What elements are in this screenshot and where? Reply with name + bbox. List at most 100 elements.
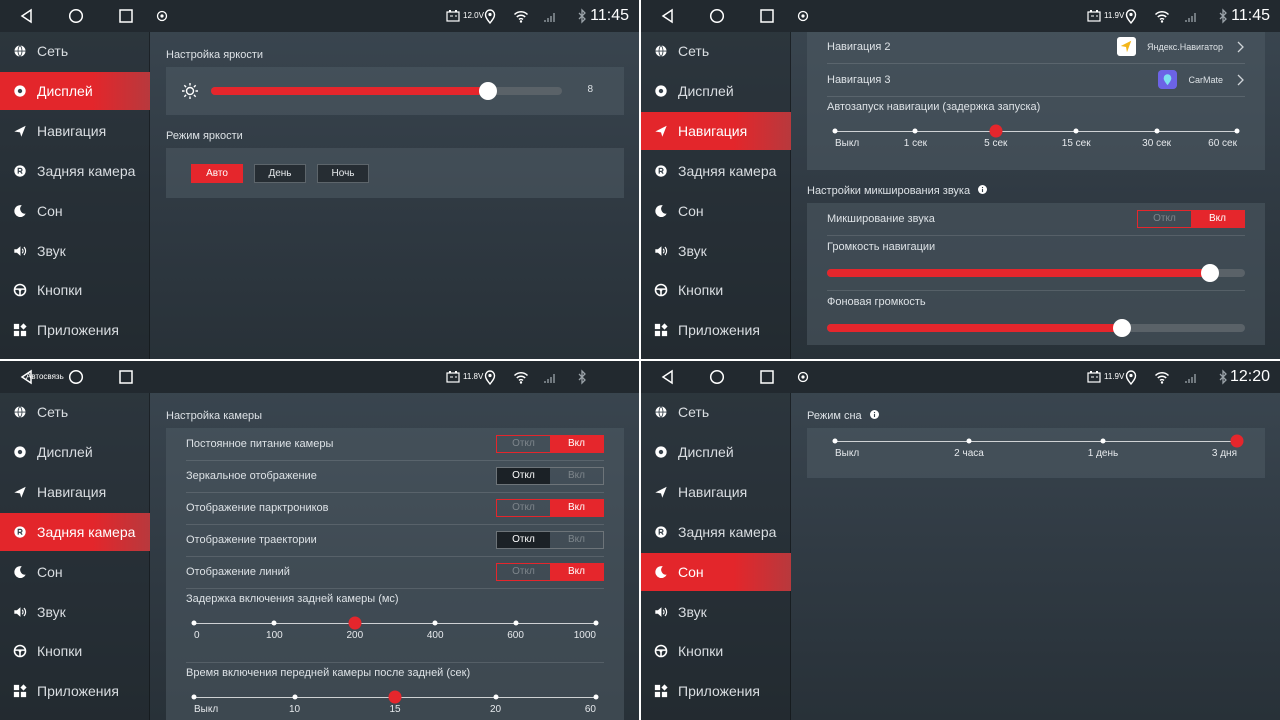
stepper-option[interactable]: 1000 (573, 630, 596, 641)
toggle-option[interactable]: Вкл (1191, 211, 1244, 227)
stepper-option[interactable]: 200 (346, 630, 364, 641)
menu-item[interactable]: Звук (0, 232, 150, 270)
stepper-option[interactable]: 60 (584, 704, 596, 715)
menu-item[interactable]: Сеть (641, 32, 791, 70)
stepper-option[interactable]: 2 часа (954, 448, 984, 459)
menu-item[interactable]: Звук (641, 232, 791, 270)
toggle-option[interactable]: Вкл (550, 500, 603, 516)
stepper-dot[interactable] (989, 124, 1003, 138)
toggle-option[interactable]: Откл (512, 566, 535, 577)
stepper-dot[interactable] (1234, 128, 1240, 134)
menu-item[interactable]: Кнопки (641, 632, 791, 670)
toggle-option[interactable]: Вкл (550, 436, 603, 452)
stepper-option[interactable]: 5 сек (984, 138, 1008, 149)
home-button[interactable] (68, 8, 84, 24)
stepper-dot[interactable] (388, 690, 402, 704)
stepper-dot[interactable] (1100, 438, 1106, 444)
menu-item[interactable]: Задняя камера (641, 152, 791, 190)
menu-item[interactable]: Звук (0, 593, 150, 631)
stepper-dot[interactable] (271, 620, 277, 626)
menu-item[interactable]: Навигация (641, 473, 791, 511)
menu-item[interactable]: Приложения (641, 311, 791, 349)
menu-item[interactable]: Сон (641, 192, 791, 230)
home-button[interactable] (709, 369, 725, 385)
stepper-option[interactable]: 100 (266, 630, 283, 641)
menu-item[interactable]: Кнопки (641, 271, 791, 309)
toggle-option[interactable]: Вкл (568, 534, 585, 545)
stepper-dot[interactable] (513, 620, 519, 626)
stepper-option[interactable]: 20 (489, 704, 502, 715)
stepper-dot[interactable] (348, 616, 362, 630)
menu-item[interactable]: Сон (0, 192, 150, 230)
recents-button[interactable] (759, 8, 775, 24)
toggle-option[interactable]: Откл (512, 438, 535, 449)
stepper-option[interactable]: 400 (426, 630, 444, 641)
link-row[interactable]: Навигация 2 Яндекс.Навигатор (807, 30, 1265, 63)
toggle-option[interactable]: Откл (512, 502, 535, 513)
stepper-option[interactable]: 15 сек (1061, 138, 1091, 149)
slider-knob[interactable] (1113, 319, 1132, 337)
stepper-option[interactable]: 60 сек (1208, 138, 1237, 149)
stepper-option[interactable]: 10 (288, 704, 301, 715)
stepper-dot[interactable] (1154, 128, 1160, 134)
info-icon[interactable] (862, 405, 879, 427)
toggle-option[interactable]: Откл (1153, 213, 1176, 224)
stepper-dot[interactable] (292, 694, 297, 700)
menu-item[interactable]: Навигация (0, 473, 150, 511)
mode-button[interactable]: Авто (191, 163, 243, 183)
menu-item[interactable]: Задняя камера (641, 513, 791, 551)
menu-item[interactable]: Дисплей (0, 71, 150, 110)
stepper-dot[interactable] (191, 620, 197, 626)
menu-item[interactable]: Приложения (0, 672, 150, 710)
menu-item[interactable]: Задняя камера (0, 152, 150, 190)
info-icon[interactable] (970, 180, 988, 202)
menu-item[interactable]: Кнопки (0, 632, 150, 670)
stepper-option[interactable]: Выкл (194, 704, 219, 715)
slider-knob[interactable] (1200, 264, 1219, 282)
stepper-dot[interactable] (1230, 434, 1244, 448)
menu-item[interactable]: Дисплей (641, 433, 791, 471)
recents-button[interactable] (118, 369, 134, 385)
stepper-dot[interactable] (966, 438, 972, 444)
menu-item[interactable]: Приложения (641, 672, 791, 710)
slider-track[interactable] (211, 82, 562, 100)
back-button[interactable] (19, 8, 35, 24)
stepper-option[interactable]: 30 сек (1142, 138, 1172, 149)
menu-item[interactable]: Сон (0, 553, 150, 591)
menu-item[interactable]: Приложения (0, 311, 150, 349)
toggle-option[interactable]: Вкл (568, 470, 585, 481)
stepper-dot[interactable] (593, 694, 599, 700)
slider-track[interactable] (827, 264, 1245, 282)
recents-button[interactable] (759, 369, 775, 385)
stepper-dot[interactable] (832, 128, 838, 134)
menu-item[interactable]: Навигация (0, 112, 150, 150)
slider-track[interactable] (827, 319, 1245, 337)
menu-item[interactable]: Дисплей (0, 433, 150, 471)
stepper-option[interactable]: 3 дня (1211, 448, 1237, 459)
menu-item[interactable]: Звук (641, 593, 791, 631)
stepper-dot[interactable] (191, 694, 197, 700)
stepper-option[interactable]: 1 день (1087, 448, 1119, 459)
menu-item[interactable]: Сон (641, 552, 791, 591)
home-button[interactable] (68, 369, 84, 385)
stepper-dot[interactable] (493, 694, 498, 700)
stepper-option[interactable]: 15 (389, 704, 401, 715)
stepper-dot[interactable] (432, 620, 438, 626)
mode-button[interactable]: Ночь (317, 163, 369, 183)
menu-item[interactable]: Навигация (641, 111, 791, 150)
toggle-option[interactable]: Откл (497, 468, 550, 484)
toggle-option[interactable]: Откл (497, 532, 550, 548)
menu-item[interactable]: Сеть (0, 32, 150, 70)
home-button[interactable] (709, 8, 725, 24)
slider-knob[interactable] (479, 82, 498, 100)
stepper-option[interactable]: Выкл (835, 138, 860, 149)
back-button[interactable] (19, 369, 35, 385)
menu-item[interactable]: Кнопки (0, 271, 150, 309)
stepper-dot[interactable] (832, 438, 838, 444)
toggle-option[interactable]: Вкл (550, 564, 603, 580)
back-button[interactable] (660, 8, 676, 24)
stepper-option[interactable]: Выкл (835, 448, 860, 459)
back-button[interactable] (660, 369, 676, 385)
stepper-dot[interactable] (1073, 128, 1079, 134)
stepper-option[interactable]: 600 (507, 630, 524, 641)
